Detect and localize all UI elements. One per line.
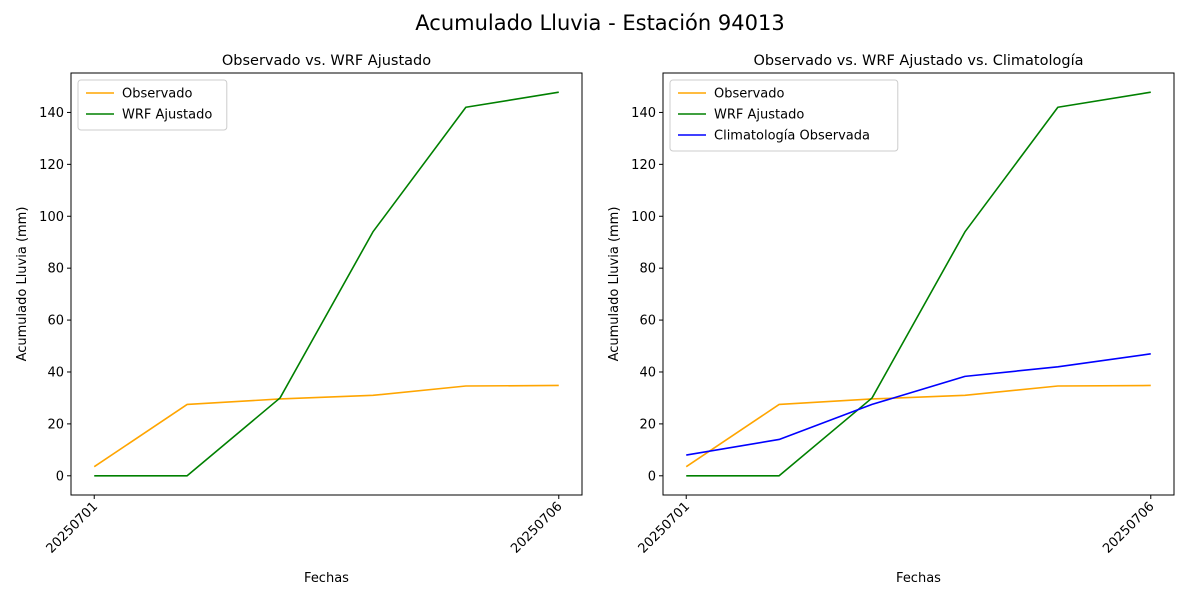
legend-label: Climatología Observada	[714, 129, 870, 144]
legend-label: Observado	[714, 87, 785, 102]
y-tick-label: 80	[639, 262, 656, 277]
series-line-wrf-ajustado	[686, 91, 1151, 477]
series-line-observado	[93, 384, 559, 468]
y-tick-label: 140	[631, 106, 656, 121]
y-tick-label: 120	[631, 158, 656, 173]
y-tick-label: 100	[631, 210, 656, 225]
figure-title: Acumulado Lluvia - Estación 94013	[415, 11, 784, 35]
y-axis-label: Acumulado Lluvia (mm)	[607, 207, 622, 362]
y-tick-label: 80	[47, 262, 64, 277]
legend-label: WRF Ajustado	[714, 108, 804, 123]
y-tick-label: 40	[639, 365, 656, 380]
y-tick-label: 60	[639, 314, 656, 329]
y-tick-label: 20	[47, 417, 64, 432]
series-line-climatolog-a-observada	[686, 353, 1151, 456]
y-tick-label: 60	[47, 314, 64, 329]
series-line-wrf-ajustado	[94, 91, 559, 477]
y-tick-label: 140	[39, 106, 64, 121]
y-tick-label: 100	[39, 210, 64, 225]
legend-box	[77, 79, 228, 131]
y-tick-label: 120	[39, 158, 64, 173]
series-line-observado	[685, 384, 1151, 468]
y-tick-label: 0	[648, 469, 656, 484]
legend-box	[669, 79, 899, 152]
y-tick-label: 40	[47, 365, 64, 380]
y-tick-label: 20	[639, 417, 656, 432]
legend-label: Observado	[122, 87, 193, 102]
axes-frame	[662, 72, 1175, 496]
chart-title: Observado vs. WRF Ajustado	[222, 53, 431, 69]
legend-label: WRF Ajustado	[122, 108, 212, 123]
axes-frame	[70, 72, 583, 496]
chart-title: Observado vs. WRF Ajustado vs. Climatolo…	[754, 53, 1084, 69]
x-axis-label: Fechas	[896, 571, 941, 586]
x-axis-label: Fechas	[304, 571, 349, 586]
y-axis-label: Acumulado Lluvia (mm)	[15, 207, 30, 362]
y-tick-label: 0	[56, 469, 64, 484]
